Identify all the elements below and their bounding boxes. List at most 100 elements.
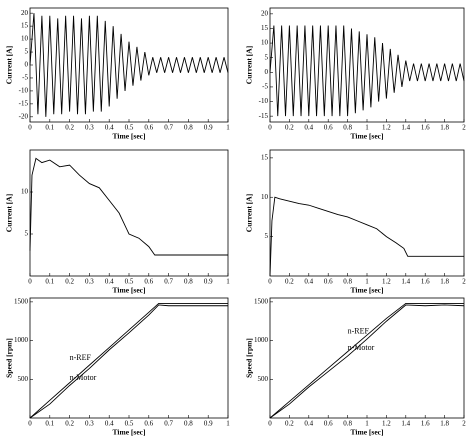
- x-tick-label: 1.6: [421, 278, 430, 286]
- x-tick-label: 1: [226, 124, 230, 132]
- y-tick-label: 15: [261, 24, 269, 32]
- x-tick-label: 0.4: [105, 124, 114, 132]
- x-tick-label: 1.2: [382, 420, 391, 428]
- x-tick-label: 0: [268, 124, 272, 132]
- y-axis-label: Current [A]: [5, 46, 14, 84]
- y-tick-label: 20: [261, 9, 269, 17]
- y-tick-label: -20: [19, 112, 29, 120]
- x-axis-label: Time [sec]: [351, 132, 384, 141]
- y-tick-label: -5: [262, 83, 268, 91]
- y-axis-label: Current [A]: [5, 194, 14, 232]
- x-axis-label: Time [sec]: [351, 286, 384, 295]
- plot-frame: [269, 297, 465, 419]
- x-axis-label: Time [sec]: [113, 286, 146, 295]
- x-tick-label: 1.6: [421, 420, 430, 428]
- x-tick-label: 0.7: [164, 420, 173, 428]
- plot-frame: [269, 149, 465, 277]
- y-tick-label: 10: [261, 39, 269, 47]
- x-tick-label: 0.8: [343, 420, 352, 428]
- data-line: [269, 302, 464, 419]
- x-tick-label: 0.4: [105, 420, 114, 428]
- x-tick-label: 1: [226, 420, 230, 428]
- x-tick-label: 0.8: [184, 124, 193, 132]
- x-tick-label: 0: [28, 420, 32, 428]
- x-tick-label: 0.4: [304, 420, 313, 428]
- y-axis-label: Speed [rpm]: [245, 338, 254, 378]
- x-tick-label: 1.6: [421, 124, 430, 132]
- x-tick-label: 0.6: [324, 420, 333, 428]
- y-tick-label: -15: [19, 99, 29, 107]
- x-tick-label: 0.3: [85, 278, 94, 286]
- y-tick-label: 1500: [254, 297, 269, 305]
- y-tick-label: 0: [265, 68, 269, 76]
- x-tick-label: 0.3: [85, 420, 94, 428]
- y-tick-label: 15: [261, 153, 269, 161]
- x-tick-label: 0.7: [164, 278, 173, 286]
- x-tick-label: 1: [365, 278, 369, 286]
- data-line: [29, 13, 229, 117]
- y-tick-label: 5: [25, 48, 29, 56]
- x-tick-label: 0.5: [125, 124, 134, 132]
- x-tick-label: 0.2: [285, 278, 294, 286]
- x-tick-label: 1.8: [440, 278, 449, 286]
- x-tick-label: 0.6: [144, 124, 153, 132]
- data-line: [29, 157, 228, 256]
- x-tick-label: 2: [462, 124, 466, 132]
- x-tick-label: 0.1: [45, 420, 54, 428]
- x-tick-label: 0.8: [343, 124, 352, 132]
- x-tick-label: 0.8: [184, 278, 193, 286]
- x-tick-label: 1: [365, 124, 369, 132]
- x-tick-label: 1: [226, 278, 230, 286]
- x-tick-label: 0.2: [65, 124, 74, 132]
- y-tick-label: 5: [25, 230, 29, 238]
- y-axis-label: Current [A]: [245, 46, 254, 84]
- x-tick-label: 0: [268, 420, 272, 428]
- x-tick-label: 0.9: [204, 278, 213, 286]
- x-tick-label: 0.5: [125, 420, 134, 428]
- x-tick-label: 0.2: [285, 420, 294, 428]
- data-line: [269, 25, 465, 117]
- x-tick-label: 0.6: [144, 278, 153, 286]
- x-tick-label: 2: [462, 278, 466, 286]
- y-tick-label: -15: [259, 112, 269, 120]
- y-tick-label: 1500: [14, 297, 29, 305]
- x-tick-label: 2: [462, 420, 466, 428]
- x-tick-label: 0.2: [65, 278, 74, 286]
- x-tick-label: 1.4: [401, 124, 410, 132]
- x-tick-label: 1.2: [382, 278, 391, 286]
- x-tick-label: 0.1: [45, 124, 54, 132]
- x-tick-label: 1.2: [382, 124, 391, 132]
- x-tick-label: 0.4: [105, 278, 114, 286]
- x-tick-label: 0.6: [324, 278, 333, 286]
- x-axis-label: Time [sec]: [113, 428, 146, 437]
- data-line: [269, 196, 464, 277]
- y-tick-label: 10: [21, 35, 29, 43]
- y-tick-label: -10: [19, 87, 29, 95]
- series-label: n-Motor: [348, 343, 375, 352]
- plot-frame: [29, 149, 229, 277]
- x-tick-label: 0.7: [164, 124, 173, 132]
- data-line: [29, 304, 228, 419]
- y-tick-label: 500: [18, 375, 29, 383]
- series-label: n-REF: [70, 353, 92, 362]
- x-tick-label: 0.8: [343, 278, 352, 286]
- y-tick-label: 0: [25, 61, 29, 69]
- y-tick-label: 5: [265, 232, 269, 240]
- x-tick-label: 1.4: [401, 278, 410, 286]
- y-tick-label: 15: [21, 22, 29, 30]
- x-tick-label: 0.2: [285, 124, 294, 132]
- x-axis-label: Time [sec]: [351, 428, 384, 437]
- x-tick-label: 1.8: [440, 124, 449, 132]
- y-tick-label: 500: [258, 375, 269, 383]
- x-tick-label: 1.8: [440, 420, 449, 428]
- x-tick-label: 0.3: [85, 124, 94, 132]
- y-tick-label: 1000: [254, 336, 269, 344]
- x-tick-label: 0: [28, 124, 32, 132]
- series-label: n-REF: [348, 326, 370, 335]
- y-tick-label: -5: [22, 74, 28, 82]
- x-tick-label: 0: [28, 278, 32, 286]
- x-tick-label: 0.9: [204, 124, 213, 132]
- x-tick-label: 0.6: [324, 124, 333, 132]
- y-tick-label: 20: [21, 9, 29, 17]
- y-tick-label: 5: [265, 53, 269, 61]
